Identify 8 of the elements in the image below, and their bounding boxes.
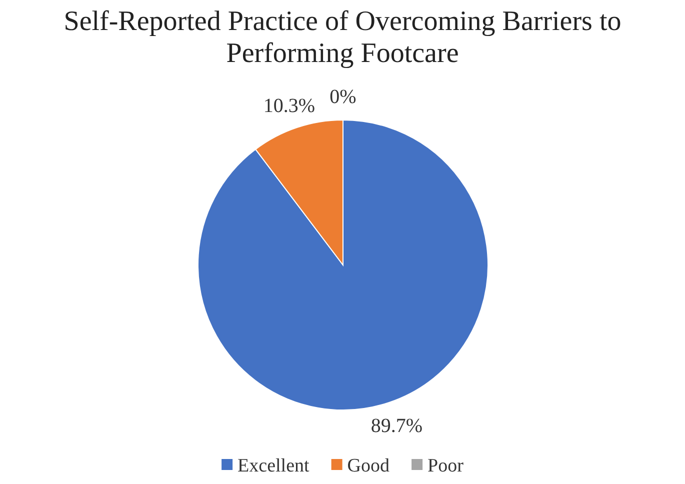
legend-label: Good (347, 456, 390, 477)
data-label: 89.7% (370, 415, 423, 438)
data-label: 10.3% (263, 94, 316, 117)
pie-slice (198, 120, 488, 410)
legend-label: Excellent (238, 456, 310, 477)
text: 0% (330, 86, 356, 108)
chart-title: Self-Reported Practice of Overcoming Barriers to Performing Footcare (64, 6, 622, 69)
legend-label: Poor (428, 456, 464, 477)
